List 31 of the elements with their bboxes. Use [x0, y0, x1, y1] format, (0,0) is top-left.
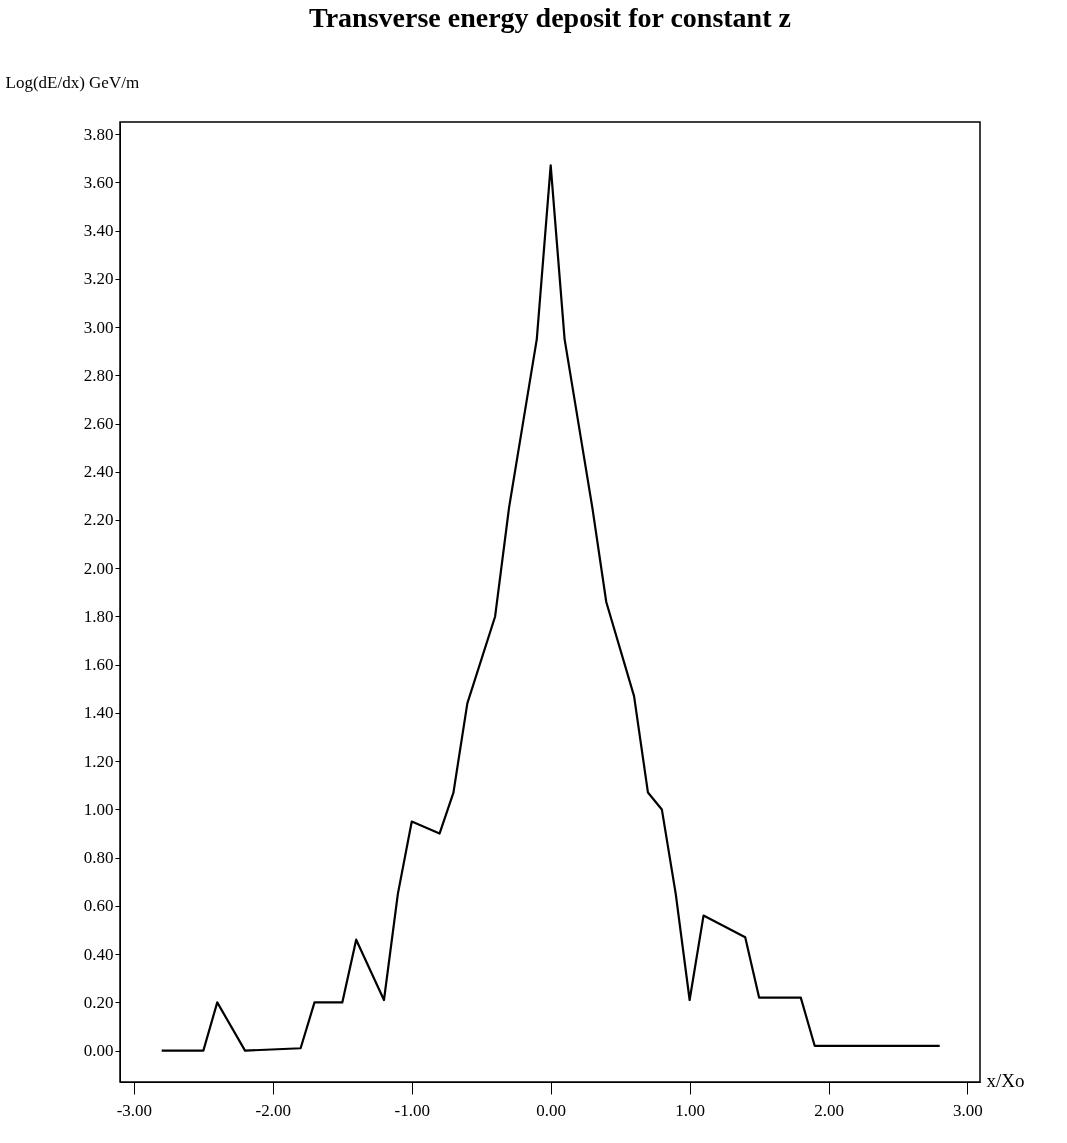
y-tick-label: 1.40: [83, 703, 114, 723]
y-tick-label: 3.60: [83, 172, 114, 192]
x-tick-label: 1.00: [675, 1100, 705, 1120]
line-series: [160, 164, 941, 1052]
x-tick-label: -2.00: [255, 1100, 292, 1120]
y-tick-label: 0.40: [83, 944, 114, 964]
x-axis-title: x/Xo: [986, 1069, 1025, 1091]
y-tick-label: 3.00: [83, 317, 114, 337]
y-tick-label: 2.80: [83, 365, 114, 385]
y-tick-label: 1.20: [83, 751, 114, 771]
y-tick-label: 2.40: [83, 462, 114, 482]
y-tick-label: 2.20: [83, 510, 114, 530]
y-tick-label: 3.80: [83, 124, 114, 144]
y-tick-label: 0.00: [83, 1041, 114, 1061]
y-tick-label: 0.20: [83, 992, 114, 1012]
x-tick-label: 2.00: [814, 1100, 844, 1120]
y-tick-label: 3.20: [83, 269, 114, 289]
y-tick-label: 0.80: [83, 848, 114, 868]
x-tick-label: 0.00: [536, 1100, 567, 1120]
chart-title: Transverse energy deposit for constant z: [309, 2, 791, 33]
y-tick-label: 2.60: [83, 414, 114, 434]
y-tick-label: 1.60: [83, 655, 114, 675]
y-tick-label: 0.60: [83, 896, 114, 916]
y-tick-label: 2.00: [83, 558, 114, 578]
y-tick-label: 1.80: [83, 606, 114, 626]
y-axis-title: Log(dE/dx) GeV/m: [5, 72, 140, 92]
x-tick-label: -3.00: [116, 1100, 153, 1120]
x-tick-label: 3.00: [953, 1100, 983, 1120]
x-tick-label: -1.00: [394, 1100, 430, 1120]
y-tick-label: 3.40: [83, 221, 114, 241]
y-tick-label: 1.00: [83, 799, 114, 819]
